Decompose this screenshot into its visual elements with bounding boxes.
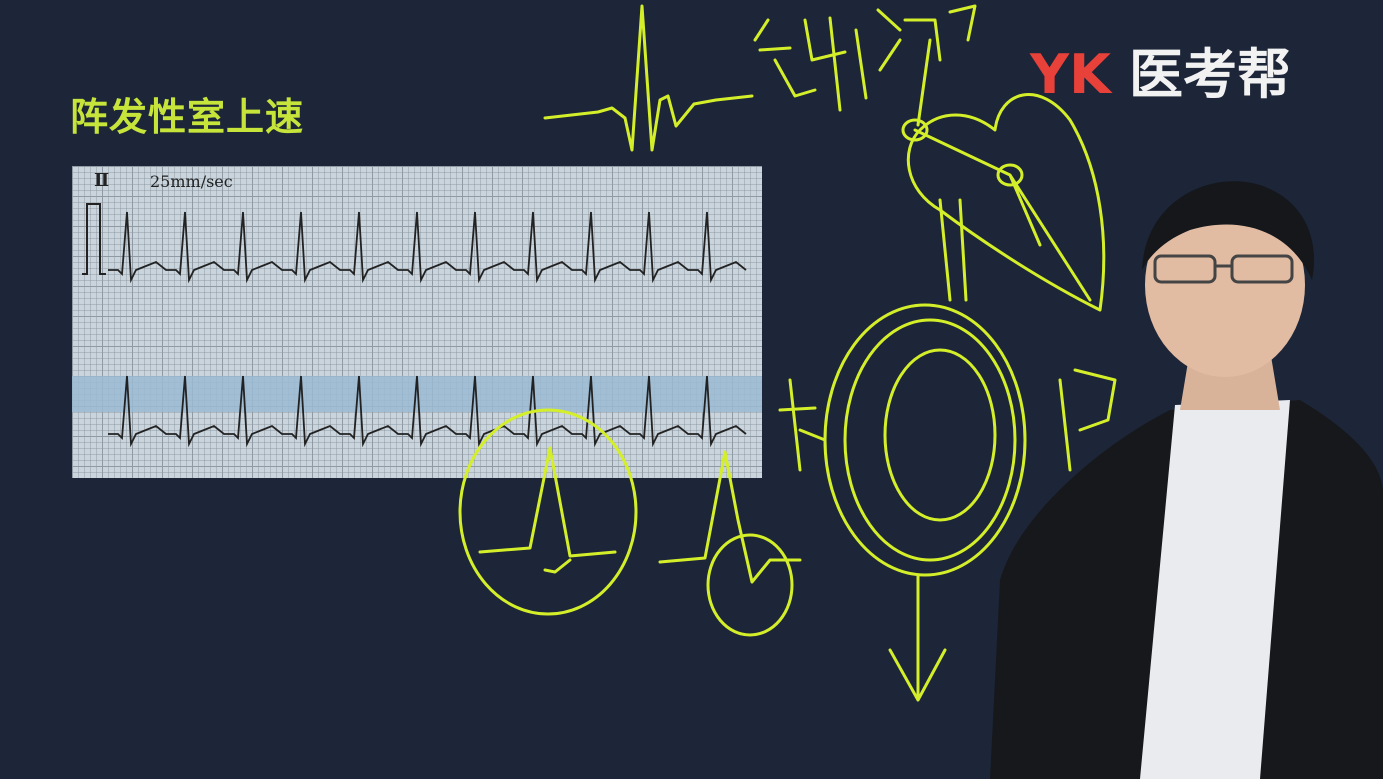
presenter-shirt [1140, 400, 1290, 779]
slide-title: 阵发性室上速 [70, 95, 305, 139]
ecg-calibration-pulse [82, 203, 106, 275]
handwriting-top [753, 4, 977, 112]
analysis-circle-right [706, 533, 794, 637]
ecg-trace-row-2 [108, 375, 747, 448]
handwriting-left [778, 378, 827, 472]
reentry-loop-middle [843, 318, 1017, 562]
ecg-trace-row-1 [108, 211, 747, 284]
presenter-hair [1142, 181, 1315, 280]
reentry-loop-inner [883, 348, 997, 522]
handwriting-right [1058, 368, 1117, 472]
pwave-sketch-left [478, 446, 617, 574]
qrs-sketch [543, 4, 754, 152]
av-node-marker [996, 163, 1024, 187]
brand-logo: YK 医考帮 [1030, 30, 1291, 109]
ecg-trace [82, 203, 747, 448]
presenter-head [1145, 193, 1305, 377]
analysis-circle-left [458, 408, 638, 616]
logo-chinese: 医考帮 [1128, 43, 1291, 106]
glasses-icon [1153, 254, 1294, 284]
conduction-path-down [938, 198, 968, 302]
presenter-video [990, 181, 1383, 779]
heart-conduction-lines [913, 38, 1092, 302]
reentry-loop-outer [823, 303, 1027, 577]
logo-latin: YK [1030, 43, 1111, 106]
sa-node-marker [901, 118, 929, 142]
output-arrow [888, 573, 947, 702]
pwave-sketch-right [658, 450, 802, 584]
ecg-paper-speed: 25mm/sec [150, 172, 233, 191]
ecg-lead-label: Ⅱ [94, 170, 110, 191]
ecg-strip: Ⅱ 25mm/sec [72, 166, 762, 478]
